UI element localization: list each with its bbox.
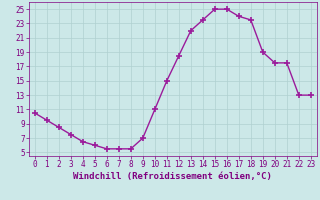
X-axis label: Windchill (Refroidissement éolien,°C): Windchill (Refroidissement éolien,°C): [73, 172, 272, 181]
